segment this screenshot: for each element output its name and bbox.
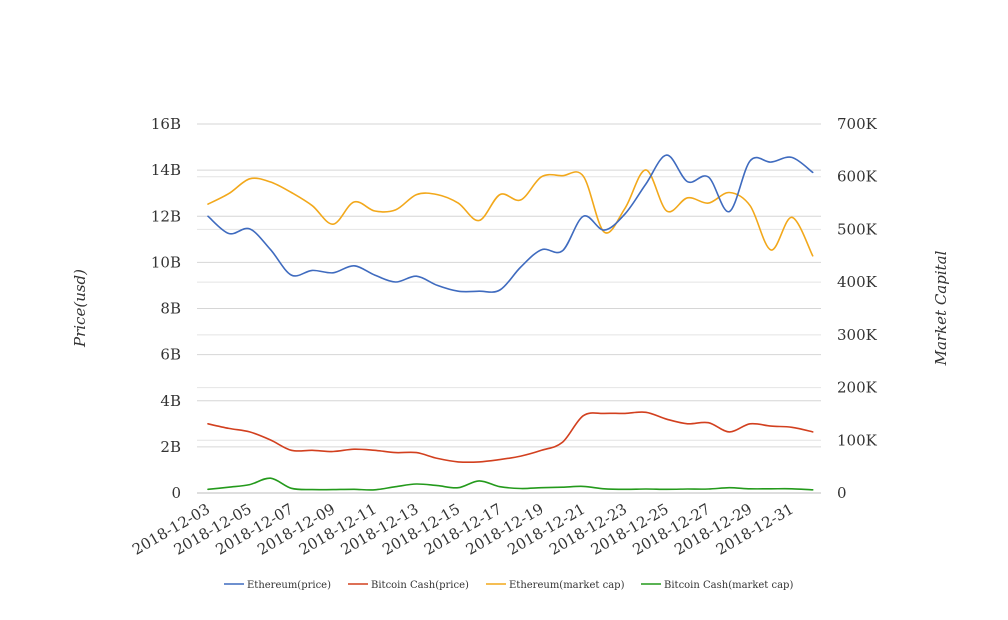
legend-label: Ethereum(market cap) xyxy=(509,580,625,591)
legend-label: Bitcoin Cash(price) xyxy=(371,580,469,591)
series-line-ethereum-market-cap xyxy=(207,169,814,257)
legend-item[interactable]: Bitcoin Cash(price) xyxy=(348,580,469,591)
y-tick-label-right: 0 xyxy=(837,484,847,502)
y-tick-label-left: 8B xyxy=(160,300,181,318)
series-line-ethereum-price xyxy=(207,154,814,293)
series-line-bitcoin-cash-market-cap xyxy=(207,477,814,491)
y-tick-label-left: 14B xyxy=(151,161,181,179)
left-axis-ticks: 0 2B 4B 6B 8B 10B 12B 14B 16B xyxy=(151,115,181,502)
series-line-bitcoin-cash-price xyxy=(207,411,814,464)
legend: Ethereum(price) Bitcoin Cash(price) Ethere… xyxy=(224,580,793,591)
y-axis-title-left: Price(usd) xyxy=(71,269,89,348)
y-tick-label-left: 6B xyxy=(160,346,181,364)
legend-item[interactable]: Ethereum(market cap) xyxy=(486,580,625,591)
grid-lines xyxy=(197,123,821,494)
legend-item[interactable]: Ethereum(price) xyxy=(224,580,331,591)
y-tick-label-left: 12B xyxy=(151,207,181,225)
y-axis-title-right: Market Capital xyxy=(932,250,950,366)
y-tick-label-right: 200K xyxy=(837,379,878,397)
y-tick-label-right: 600K xyxy=(837,168,878,186)
legend-item[interactable]: Bitcoin Cash(market cap) xyxy=(641,580,793,591)
legend-label: Ethereum(price) xyxy=(247,580,331,591)
right-axis-ticks: 0 100K 200K 300K 400K 500K 600K 700K xyxy=(837,115,878,502)
y-tick-label-left: 0 xyxy=(171,484,181,502)
y-tick-label-right: 500K xyxy=(837,220,878,238)
y-tick-label-left: 16B xyxy=(151,115,181,133)
y-tick-label-left: 4B xyxy=(160,392,181,410)
y-tick-label-left: 10B xyxy=(151,253,181,271)
x-axis-ticks: 2018-12-032018-12-052018-12-072018-12-09… xyxy=(129,500,797,559)
y-tick-label-left: 2B xyxy=(160,438,181,456)
y-tick-label-right: 100K xyxy=(837,431,878,449)
y-tick-label-right: 700K xyxy=(837,115,878,133)
legend-label: Bitcoin Cash(market cap) xyxy=(664,580,793,591)
y-tick-label-right: 300K xyxy=(837,326,878,344)
series-lines xyxy=(207,154,814,491)
y-tick-label-right: 400K xyxy=(837,273,878,291)
